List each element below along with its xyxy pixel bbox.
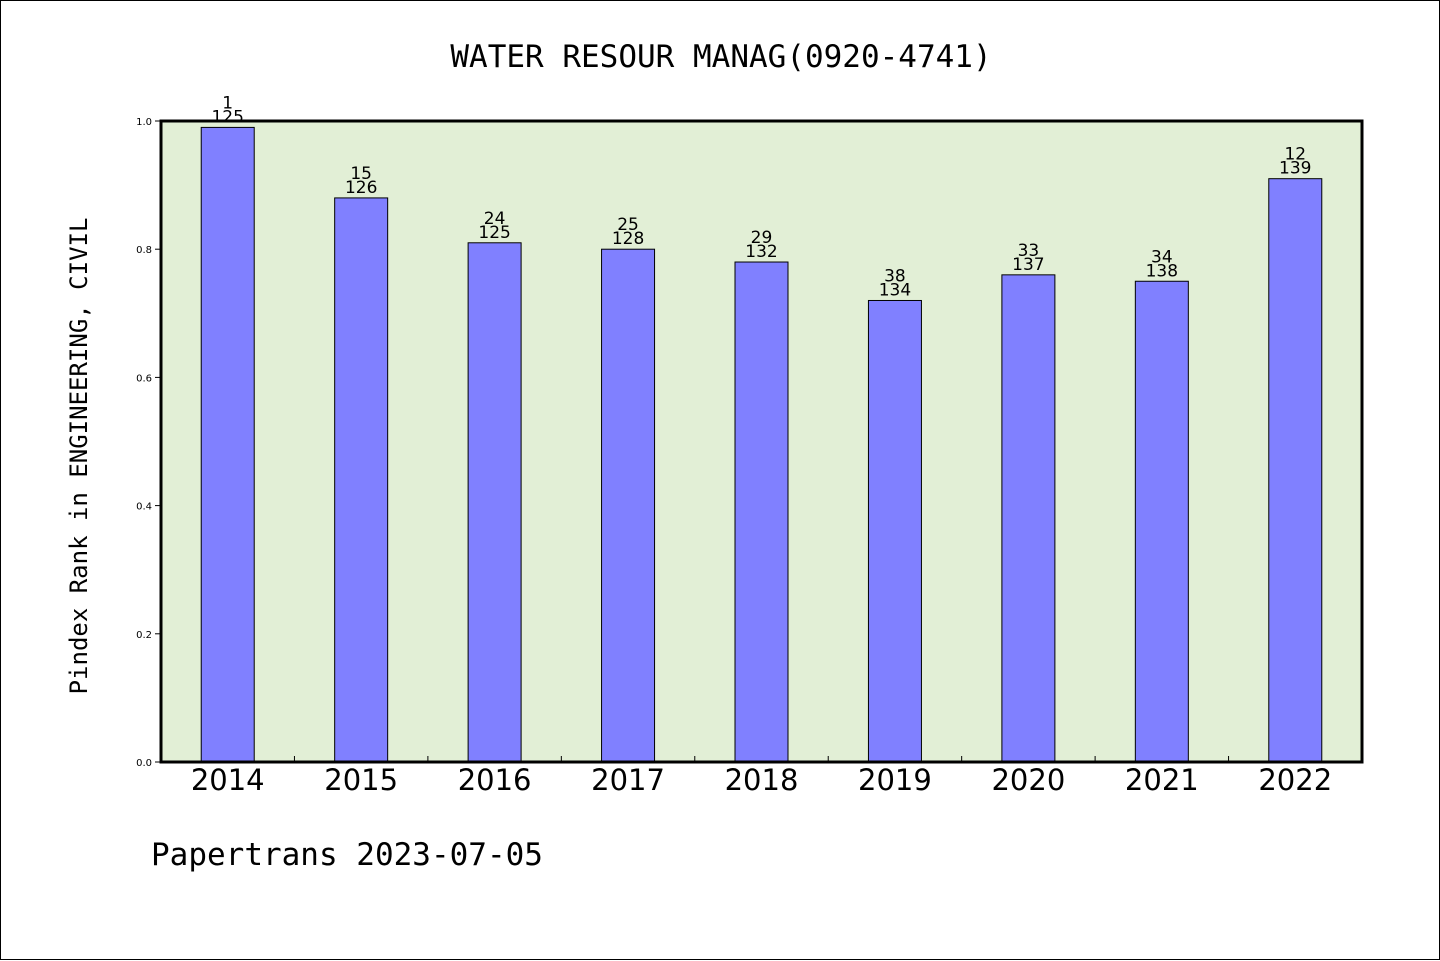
x-tick-label: 2018 (725, 763, 799, 797)
bars-group (200, 126, 1323, 763)
y-tick-label: 0.8 (136, 245, 152, 256)
bar-2019 (867, 299, 922, 763)
bar-total-label: 126 (345, 178, 377, 198)
bar-total-label: 128 (612, 229, 644, 249)
x-tick-label: 2014 (191, 763, 265, 797)
bar-total-label: 125 (211, 107, 243, 127)
y-axis-label: Pindex Rank in ENGINEERING, CIVIL (65, 218, 93, 695)
y-tick-label: 1.0 (136, 117, 152, 128)
bar-total-label: 138 (1146, 261, 1178, 281)
bar-total-label: 125 (478, 223, 510, 243)
bar-rank-label: 1 (222, 93, 233, 113)
bar-rank-label: 25 (617, 215, 639, 235)
bar-2022 (1268, 178, 1323, 763)
y-tick-label: 0.0 (136, 758, 152, 769)
bar-rank-label: 12 (1284, 145, 1306, 165)
plot-border (159, 119, 1364, 764)
bar-2014 (200, 126, 255, 763)
bar-2021 (1134, 280, 1189, 763)
bar-2016 (467, 242, 522, 763)
bar-rank-label: 33 (1018, 241, 1040, 261)
bar-2017 (601, 248, 656, 763)
bar-rank-label: 29 (751, 228, 773, 248)
x-tick-label: 2016 (458, 763, 532, 797)
bar-2020 (1001, 274, 1056, 763)
x-tick-label: 2019 (858, 763, 932, 797)
bar-total-label: 139 (1279, 159, 1311, 179)
bar-2018 (734, 261, 789, 763)
x-tick-label: 2021 (1125, 763, 1199, 797)
x-tick-label: 2017 (591, 763, 665, 797)
x-ticks-group: 2014 2015 2016 2017 2018 2019 2020 2021 2022 (191, 756, 1332, 797)
bar-rank-label: 34 (1151, 247, 1173, 267)
x-tick-label: 2022 (1258, 763, 1332, 797)
y-ticks-group: 0.0 0.2 0.4 0.6 0.8 1.0 (136, 117, 161, 769)
bar-rank-label: 15 (350, 164, 372, 184)
y-tick-label: 0.4 (136, 502, 152, 513)
x-tick-label: 2020 (991, 763, 1065, 797)
bar-2015 (334, 197, 389, 763)
y-tick-label: 0.2 (136, 630, 152, 641)
bar-total-label: 134 (879, 280, 911, 300)
bar-total-label: 137 (1012, 255, 1044, 275)
bar-total-label: 132 (745, 242, 777, 262)
bar-rank-label: 24 (484, 209, 506, 229)
y-tick-label: 0.6 (136, 373, 152, 384)
x-tick-label: 2015 (324, 763, 398, 797)
footer-text: Papertrans 2023-07-05 (151, 837, 543, 873)
chart-title: WATER RESOUR MANAG(0920-4741) (450, 39, 991, 75)
bar-rank-label: 38 (884, 266, 906, 286)
